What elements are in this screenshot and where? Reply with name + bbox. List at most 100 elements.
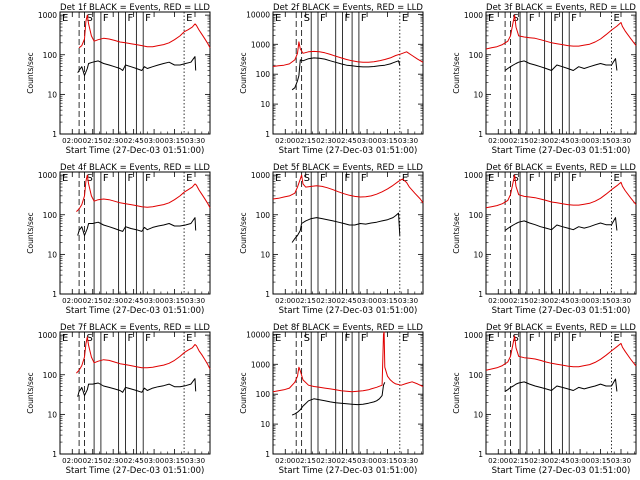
x-tick-label: 03:15 <box>590 137 610 145</box>
events-series-line <box>291 57 401 91</box>
plot-frame <box>272 11 424 135</box>
x-tick-label: 02:00 <box>488 137 508 145</box>
y-tick-label: 10 <box>473 410 483 419</box>
x-tick-label: 02:45 <box>550 457 570 465</box>
x-tick-label: 03:15 <box>377 457 397 465</box>
x-tick-label: 03:15 <box>164 457 184 465</box>
x-tick-label: 03:30 <box>185 137 205 145</box>
y-tick-label: 100 <box>256 70 271 79</box>
y-tick-label: 100 <box>256 390 271 399</box>
x-tick-label: 02:15 <box>83 137 103 145</box>
marker-label: S <box>87 333 93 344</box>
y-tick-label: 100 <box>469 371 484 380</box>
marker-label: F <box>345 173 351 184</box>
plot-frame <box>485 171 637 295</box>
x-tick-label: 02:15 <box>296 137 316 145</box>
panel-title: Det 6f BLACK = Events, RED = LLD <box>486 163 636 173</box>
events-series-line <box>504 378 618 392</box>
marker-label: E <box>62 333 68 344</box>
marker-label: S <box>513 173 519 184</box>
y-tick-label: 1 <box>265 450 270 459</box>
marker-label: F <box>529 13 535 24</box>
x-tick-label: 02:00 <box>62 297 82 305</box>
marker-label: S <box>304 173 310 184</box>
x-tick-label: 03:30 <box>185 297 205 305</box>
y-tick-label: 1 <box>265 290 270 299</box>
x-axis-label: Start Time (27-Dec-03 01:51:00) <box>492 466 631 476</box>
x-axis-label: Start Time (27-Dec-03 01:51:00) <box>279 306 418 316</box>
plot-frame <box>59 171 211 295</box>
y-tick-label: 10 <box>47 90 57 99</box>
x-tick-label: 03:15 <box>590 297 610 305</box>
marker-label: E <box>613 13 619 24</box>
x-tick-label: 02:15 <box>296 297 316 305</box>
x-tick-label: 03:00 <box>357 297 377 305</box>
y-tick-label: 10000 <box>246 10 270 19</box>
panel-title: Det 3f BLACK = Events, RED = LLD <box>486 3 636 13</box>
lld-series-line <box>272 41 424 67</box>
events-series-line <box>77 217 197 236</box>
marker-label: E <box>186 173 192 184</box>
panel-title: Det 8f BLACK = Events, RED = LLD <box>273 323 423 333</box>
x-tick-label: 02:00 <box>488 297 508 305</box>
panel-title: Det 5f BLACK = Events, RED = LLD <box>273 163 423 173</box>
y-tick-label: 10 <box>473 90 483 99</box>
x-tick-label: 03:15 <box>377 137 397 145</box>
y-axis-label: Counts/sec <box>452 372 461 413</box>
x-tick-label: 03:00 <box>144 297 164 305</box>
y-tick-label: 10 <box>260 250 270 259</box>
y-tick-label: 100 <box>256 211 271 220</box>
y-tick-label: 100 <box>43 371 58 380</box>
marker-label: F <box>361 333 367 344</box>
panel-title: Det 7f BLACK = Events, RED = LLD <box>60 323 210 333</box>
x-tick-label: 02:30 <box>316 137 336 145</box>
marker-label: E <box>488 13 494 24</box>
x-tick-label: 03:00 <box>144 457 164 465</box>
y-tick-label: 10 <box>47 410 57 419</box>
marker-label: E <box>402 173 408 184</box>
y-tick-label: 1 <box>478 130 483 139</box>
marker-label: F <box>103 173 109 184</box>
y-tick-label: 100 <box>43 51 58 60</box>
x-tick-label: 02:45 <box>337 137 357 145</box>
marker-label: F <box>361 13 367 24</box>
plot-frame <box>59 11 211 135</box>
plot-frame <box>59 331 211 455</box>
y-tick-label: 100 <box>469 51 484 60</box>
x-tick-label: 02:15 <box>509 137 529 145</box>
marker-label: E <box>62 173 68 184</box>
y-tick-label: 1000 <box>38 171 57 180</box>
marker-label: F <box>127 13 133 24</box>
x-tick-label: 03:30 <box>611 457 631 465</box>
lld-series-line <box>485 14 637 50</box>
x-tick-label: 03:00 <box>357 457 377 465</box>
panel-det-6f: Det 6f BLACK = Events, RED = LLD 1 10 100 10… <box>452 163 637 316</box>
marker-label: F <box>145 173 151 184</box>
y-tick-label: 1000 <box>251 171 270 180</box>
marker-label: F <box>345 13 351 24</box>
marker-label: F <box>320 333 326 344</box>
lld-series-line <box>272 331 424 393</box>
marker-label: E <box>613 173 619 184</box>
marker-label: F <box>103 333 109 344</box>
y-tick-label: 100 <box>43 211 58 220</box>
panel-det-5f: Det 5f BLACK = Events, RED = LLD 1 10 100 10… <box>239 163 424 316</box>
y-tick-label: 1 <box>478 290 483 299</box>
x-tick-label: 02:45 <box>337 297 357 305</box>
x-tick-label: 02:45 <box>124 297 144 305</box>
panel-det-8f: Det 8f BLACK = Events, RED = LLD 1 10 100 10… <box>239 323 424 476</box>
marker-label: F <box>361 173 367 184</box>
x-tick-label: 03:30 <box>185 457 205 465</box>
marker-label: F <box>103 13 109 24</box>
x-tick-label: 03:15 <box>377 297 397 305</box>
events-series-line <box>291 382 386 416</box>
marker-label: E <box>613 333 619 344</box>
plot-frame <box>272 331 424 455</box>
x-tick-label: 02:00 <box>275 137 295 145</box>
y-tick-label: 1000 <box>38 11 57 20</box>
x-tick-label: 02:15 <box>509 457 529 465</box>
x-tick-label: 03:00 <box>570 297 590 305</box>
x-tick-label: 02:30 <box>103 137 123 145</box>
x-tick-label: 03:15 <box>590 457 610 465</box>
y-tick-label: 10 <box>260 420 270 429</box>
